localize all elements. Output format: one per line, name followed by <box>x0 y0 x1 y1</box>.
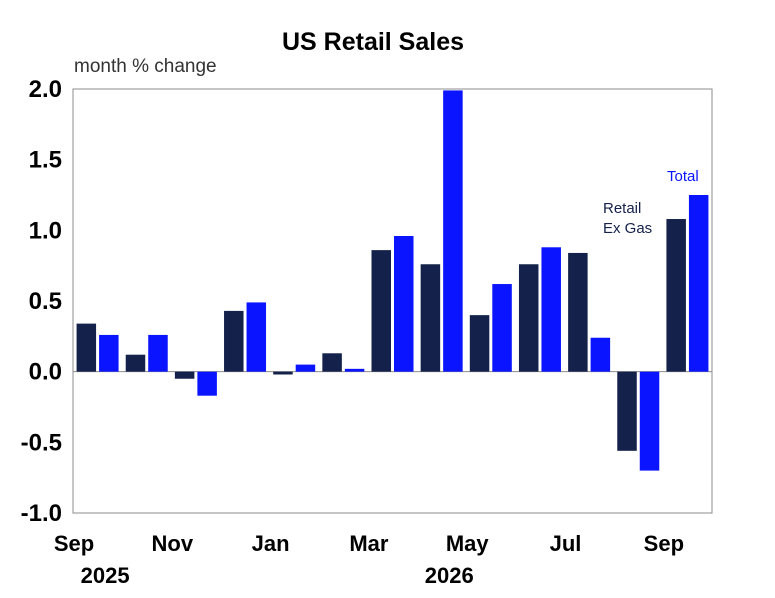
bar-total <box>99 334 119 372</box>
bar-total <box>246 302 267 372</box>
year-label: 2026 <box>425 563 474 588</box>
y-axis-unit-label: month % change <box>74 56 217 77</box>
bar-total <box>541 247 561 372</box>
x-tick-label: Sep <box>54 531 94 556</box>
bar-total <box>443 90 463 372</box>
bar-retail-ex-gas <box>224 310 244 372</box>
bar-total <box>197 371 217 396</box>
x-tick-label: Jul <box>550 531 582 556</box>
bar-retail-ex-gas <box>322 353 342 372</box>
bar-total <box>394 235 414 372</box>
bar-retail-ex-gas <box>174 371 195 379</box>
y-tick-label: -1.0 <box>21 500 62 527</box>
bar-retail-ex-gas <box>273 371 293 375</box>
bar-retail-ex-gas <box>666 219 686 372</box>
y-tick-label: -0.5 <box>21 429 62 456</box>
plot-frame <box>72 88 713 514</box>
series-annotation: Total <box>667 168 699 185</box>
bar-total <box>492 284 512 372</box>
series-annotation: Ex Gas <box>603 220 652 237</box>
y-tick-label: 0.5 <box>29 288 62 315</box>
bar-retail-ex-gas <box>420 264 441 372</box>
bar-retail-ex-gas <box>518 264 539 372</box>
y-tick-label: 0.0 <box>29 359 62 386</box>
bar-total <box>344 368 365 372</box>
x-tick-label: Nov <box>152 531 194 556</box>
series-annotation: Retail <box>603 200 641 217</box>
bar-retail-ex-gas <box>125 354 146 372</box>
y-tick-label: 1.5 <box>29 147 62 174</box>
bar-total <box>639 371 660 471</box>
bar-retail-ex-gas <box>469 315 490 372</box>
bar-total <box>148 334 168 372</box>
bar-total <box>295 364 316 372</box>
chart-title: US Retail Sales <box>282 28 464 56</box>
x-tick-label: Sep <box>644 531 684 556</box>
bar-retail-ex-gas <box>568 252 588 372</box>
y-tick-label: 1.0 <box>29 217 62 244</box>
y-tick-label: 2.0 <box>29 76 62 103</box>
bar-retail-ex-gas <box>76 323 97 372</box>
x-tick-label: Mar <box>349 531 389 556</box>
bar-retail-ex-gas <box>371 250 391 372</box>
bar-total <box>688 195 709 372</box>
bar-retail-ex-gas <box>617 371 637 451</box>
bar-total <box>590 337 611 372</box>
year-label: 2025 <box>81 563 130 588</box>
x-tick-label: Jan <box>252 531 290 556</box>
x-tick-label: May <box>446 531 490 556</box>
